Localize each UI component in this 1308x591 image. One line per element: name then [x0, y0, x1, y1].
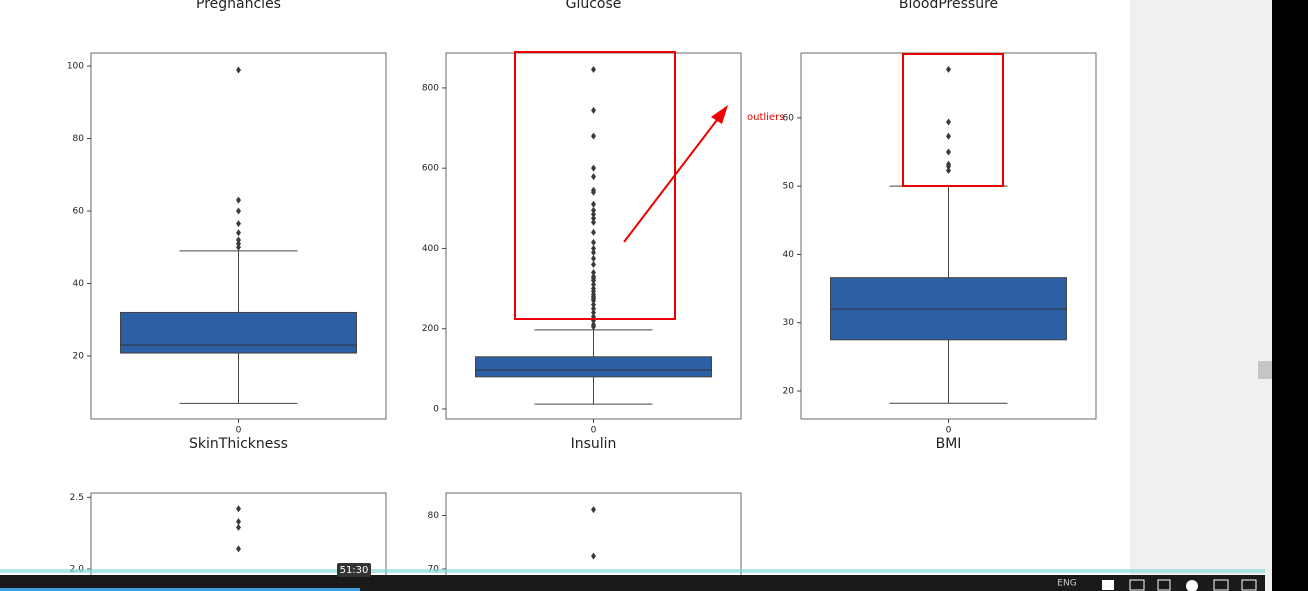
- outlier: [236, 196, 241, 204]
- chart-title: Insulin: [571, 436, 617, 452]
- y-tick-label: 100: [67, 62, 84, 72]
- outlier: [946, 132, 951, 140]
- language: ENG: [1057, 579, 1076, 589]
- annotation: outliers: [747, 112, 784, 123]
- outlier: [591, 552, 596, 560]
- miniplayer-button[interactable]: [1213, 579, 1229, 591]
- y-tick-label: 60: [73, 206, 85, 216]
- outlier: [591, 132, 596, 140]
- outlier: [236, 66, 241, 74]
- y-tick-label: 60: [783, 113, 795, 123]
- outlier: [591, 244, 596, 252]
- y-tick-label: 400: [422, 244, 439, 254]
- y-tick-label: 600: [422, 164, 439, 174]
- video-controls: 51:30 ENG: [0, 563, 1265, 591]
- outlier: [236, 505, 241, 513]
- outlier: [591, 214, 596, 222]
- time-label: 51:30: [340, 565, 369, 576]
- outlier: [591, 309, 596, 317]
- y-tick-label: 20: [73, 351, 85, 361]
- x-tick-label: 0: [591, 426, 597, 436]
- chart-title: BMI: [936, 436, 962, 452]
- y-tick-label: 30: [783, 318, 795, 328]
- control-bar: [0, 575, 1265, 591]
- outlier: [591, 269, 596, 277]
- outlier: [591, 200, 596, 208]
- fullscreen-button[interactable]: [1241, 579, 1257, 591]
- annotations: outliers: [514, 51, 1004, 320]
- y-tick-label: 40: [783, 250, 795, 260]
- outlier: [946, 162, 951, 170]
- x-tick-label: 0: [236, 426, 242, 436]
- y-tick-label: 20: [783, 387, 795, 397]
- arrow-head: [711, 105, 728, 124]
- outlier: [591, 106, 596, 114]
- outlier: [591, 506, 596, 514]
- outlier: [591, 173, 596, 181]
- arrow: [623, 115, 721, 243]
- outlier: [591, 254, 596, 262]
- outlier: [591, 281, 596, 289]
- outlier: [591, 228, 596, 236]
- volume-button[interactable]: [1102, 580, 1114, 590]
- outlier: [946, 65, 951, 73]
- y-tick-label: 200: [422, 324, 439, 334]
- plot-frame: [90, 492, 387, 591]
- progress-track[interactable]: [0, 569, 1265, 573]
- y-tick-label: 80: [428, 511, 440, 521]
- outlier: [591, 248, 596, 256]
- highlight-box: [902, 53, 1004, 187]
- outlier: [236, 220, 241, 228]
- outlier: [591, 301, 596, 309]
- captions-button[interactable]: [1129, 579, 1145, 591]
- outlier: [236, 207, 241, 215]
- outlier: [236, 523, 241, 531]
- y-tick-label: 800: [422, 83, 439, 93]
- time-tooltip: [337, 563, 371, 577]
- outlier: [236, 518, 241, 526]
- outlier: [591, 206, 596, 214]
- settings-button[interactable]: [1186, 580, 1198, 591]
- y-tick-label: 80: [73, 134, 85, 144]
- chart-title: Pregnancies: [196, 0, 281, 12]
- chart-title: Glucose: [566, 0, 622, 12]
- outlier: [236, 243, 241, 251]
- side-panel: [1130, 0, 1272, 591]
- outlier: [591, 65, 596, 73]
- outlier: [591, 297, 596, 305]
- chart-title: BloodPressure: [899, 0, 998, 12]
- outlier: [236, 236, 241, 244]
- outlier: [591, 218, 596, 226]
- charts: Pregnancies204060801000Glucose0200400600…: [67, 0, 1097, 591]
- outlier: [591, 260, 596, 268]
- outlier: [591, 305, 596, 313]
- outlier: [236, 229, 241, 237]
- chart-title: SkinThickness: [189, 436, 288, 452]
- chapters-button[interactable]: [1157, 579, 1171, 591]
- outlier: [591, 188, 596, 196]
- outlier: [591, 210, 596, 218]
- scrollbar-thumb[interactable]: [1258, 361, 1272, 379]
- progress-played: [0, 588, 360, 591]
- y-tick-label: 0: [433, 404, 439, 414]
- outlier: [591, 277, 596, 285]
- outlier: [591, 164, 596, 172]
- letterbox: [1272, 0, 1308, 591]
- box: [120, 311, 357, 354]
- outlier: [236, 545, 241, 553]
- outlier: [236, 240, 241, 248]
- outlier: [946, 148, 951, 156]
- outlier: [946, 166, 951, 174]
- outlier: [591, 238, 596, 246]
- y-tick-label: 40: [73, 279, 85, 289]
- y-tick-label: 2.5: [70, 493, 84, 503]
- box: [475, 356, 712, 378]
- outlier: [946, 118, 951, 126]
- highlight-box: [514, 51, 676, 320]
- y-tick-label: 50: [783, 182, 795, 192]
- outlier: [591, 323, 596, 331]
- x-tick-label: 0: [946, 426, 952, 436]
- plot-frame: [445, 492, 742, 591]
